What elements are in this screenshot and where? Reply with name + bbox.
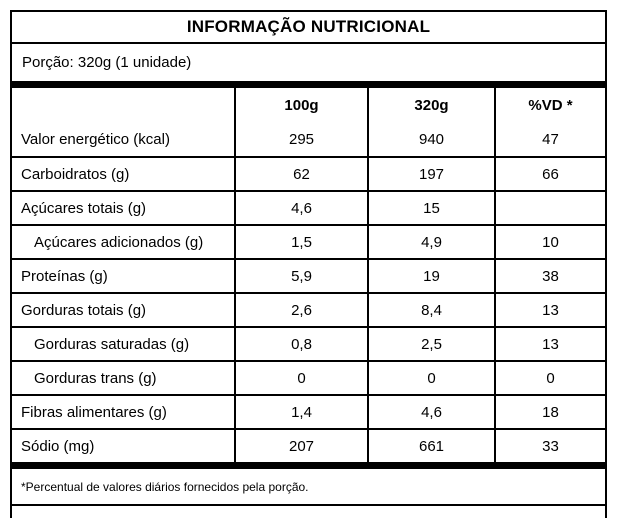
value-320g: 8,4 (367, 294, 494, 326)
table-row: Gorduras trans (g) 0 0 0 (12, 360, 605, 394)
value-320g: 940 (367, 122, 494, 156)
column-header-vd: %VD * (494, 88, 605, 122)
page-title: INFORMAÇÃO NUTRICIONAL (12, 12, 605, 44)
divider-bar-bottom (12, 462, 605, 469)
nutrition-rows: Valor energético (kcal) 295 940 47 Carbo… (12, 122, 605, 462)
value-100g: 5,9 (234, 260, 367, 292)
table-row: Gorduras saturadas (g) 0,8 2,5 13 (12, 326, 605, 360)
value-100g: 2,6 (234, 294, 367, 326)
value-vd: 13 (494, 328, 605, 360)
value-100g: 62 (234, 158, 367, 190)
value-100g: 0 (234, 362, 367, 394)
nutrient-label: Sódio (mg) (21, 437, 95, 455)
value-320g: 2,5 (367, 328, 494, 360)
nutrient-label: Gorduras saturadas (g) (34, 335, 190, 353)
table-row: Sódio (mg) 207 661 33 (12, 428, 605, 462)
value-vd: 33 (494, 430, 605, 462)
table-row: Açúcares adicionados (g) 1,5 4,9 10 (12, 224, 605, 258)
nutrition-table: INFORMAÇÃO NUTRICIONAL Porção: 320g (1 u… (10, 10, 607, 518)
nutrient-label: Valor energético (kcal) (21, 130, 170, 148)
value-100g: 1,4 (234, 396, 367, 428)
table-row: Fibras alimentares (g) 1,4 4,6 18 (12, 394, 605, 428)
nutrient-label: Gorduras trans (g) (34, 369, 157, 387)
nutrient-label: Proteínas (g) (21, 267, 108, 285)
value-100g: 207 (234, 430, 367, 462)
portion-size-text: Porção: 320g (1 unidade) (22, 54, 192, 71)
value-vd: 66 (494, 158, 605, 190)
value-vd (494, 192, 605, 224)
value-320g: 4,9 (367, 226, 494, 258)
value-vd: 10 (494, 226, 605, 258)
column-header-row: 100g 320g %VD * (12, 88, 605, 122)
value-320g: 19 (367, 260, 494, 292)
value-100g: 1,5 (234, 226, 367, 258)
column-header-nutrient (12, 88, 234, 122)
value-320g: 15 (367, 192, 494, 224)
value-vd: 13 (494, 294, 605, 326)
nutrient-label: Açúcares totais (g) (21, 199, 147, 217)
value-100g: 4,6 (234, 192, 367, 224)
value-320g: 197 (367, 158, 494, 190)
nutrient-label: Gorduras totais (g) (21, 301, 147, 319)
value-100g: 0,8 (234, 328, 367, 360)
column-header-320g: 320g (367, 88, 494, 122)
value-vd: 18 (494, 396, 605, 428)
table-row: Gorduras totais (g) 2,6 8,4 13 (12, 292, 605, 326)
nutrient-label: Carboidratos (g) (21, 165, 130, 183)
value-vd: 47 (494, 122, 605, 156)
nutrient-label: Açúcares adicionados (g) (34, 233, 204, 251)
table-row: Carboidratos (g) 62 197 66 (12, 156, 605, 190)
divider-bar-top (12, 81, 605, 88)
table-row: Açúcares totais (g) 4,6 15 (12, 190, 605, 224)
value-320g: 661 (367, 430, 494, 462)
column-header-100g: 100g (234, 88, 367, 122)
value-100g: 295 (234, 122, 367, 156)
footnote-text: *Percentual de valores diários fornecido… (12, 469, 605, 506)
value-vd: 0 (494, 362, 605, 394)
value-320g: 4,6 (367, 396, 494, 428)
table-row: Proteínas (g) 5,9 19 38 (12, 258, 605, 292)
value-320g: 0 (367, 362, 494, 394)
value-vd: 38 (494, 260, 605, 292)
nutrient-label: Fibras alimentares (g) (21, 403, 167, 421)
table-row: Valor energético (kcal) 295 940 47 (12, 122, 605, 156)
clipped-empty-row (12, 506, 605, 518)
